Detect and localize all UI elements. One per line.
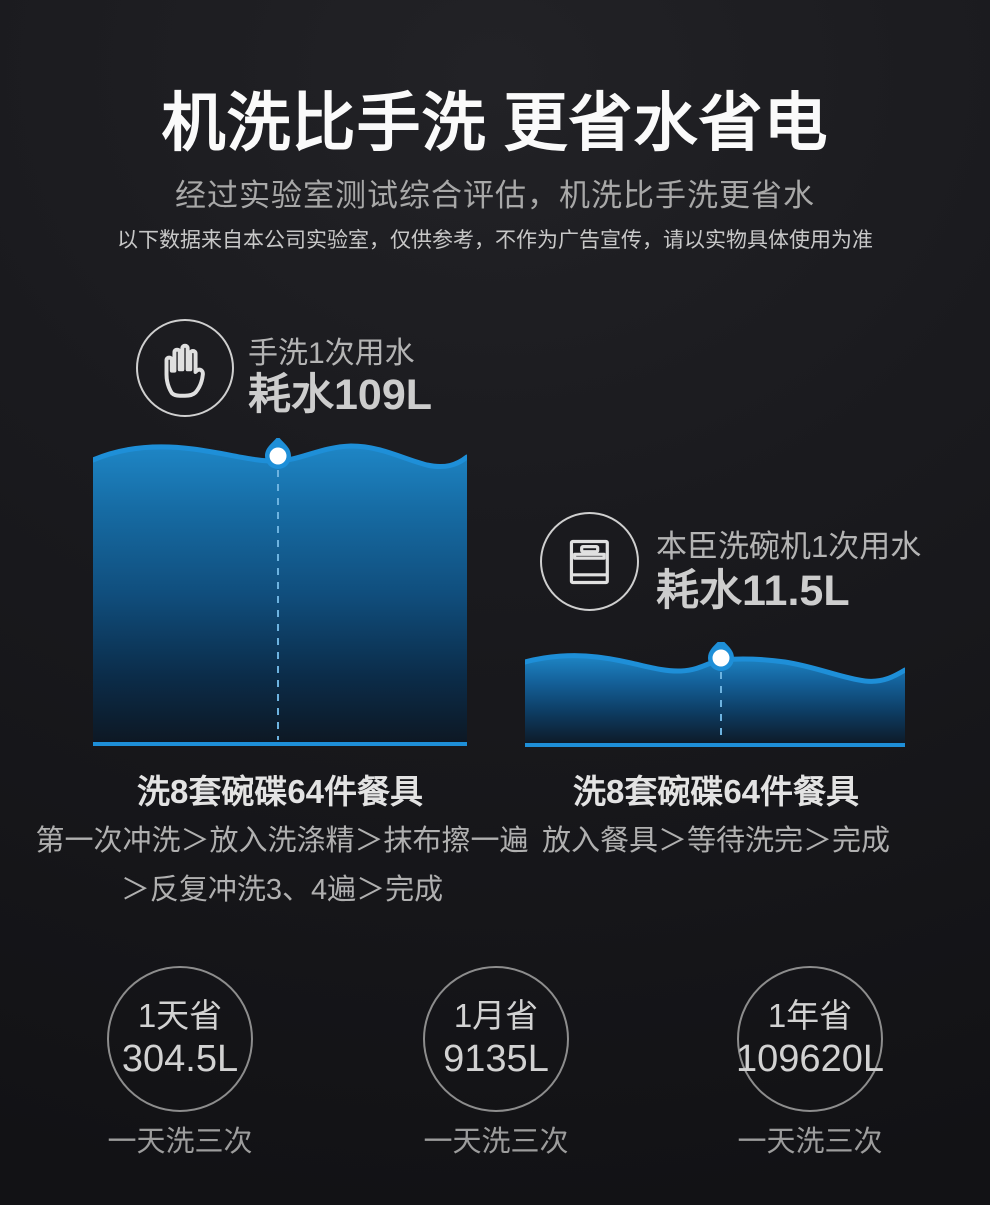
machine-wash-label: 本臣洗碗机1次用水	[656, 529, 922, 564]
savings-period: 1月省	[453, 996, 539, 1034]
savings-circle-day: 1天省 304.5L	[107, 966, 253, 1112]
water-bar-hand-wash	[93, 438, 467, 746]
machine-wash-process-line-1: 放入餐具＞等待洗完＞完成	[541, 825, 891, 857]
savings-note: 一天洗三次	[423, 1126, 569, 1158]
hand-wash-badge	[136, 319, 234, 417]
water-droplet-icon	[265, 438, 291, 469]
hand-wash-label: 手洗1次用水	[248, 337, 415, 370]
machine-wash-value: 耗水11.5L	[656, 567, 850, 615]
savings-circle-month: 1月省 9135L	[423, 966, 569, 1112]
water-bar-machine-wash	[525, 642, 905, 747]
page-subtitle: 经过实验室测试综合评估，机洗比手洗更省水	[175, 178, 815, 213]
hand-wash-caption: 洗8套碗碟64件餐具	[136, 773, 424, 810]
hand-icon	[164, 343, 205, 398]
dishwasher-icon	[569, 539, 609, 584]
savings-period: 1天省	[137, 996, 223, 1034]
savings-note: 一天洗三次	[107, 1126, 253, 1158]
disclaimer-text: 以下数据来自本公司实验室，仅供参考，不作为广告宣传，请以实物具体使用为准	[117, 229, 873, 252]
machine-wash-caption: 洗8套碗碟64件餐具	[572, 773, 860, 810]
savings-amount: 304.5L	[121, 1037, 239, 1080]
savings-period: 1年省	[767, 996, 853, 1034]
savings-amount: 109620L	[736, 1037, 884, 1080]
page-title: 机洗比手洗 更省水省电	[161, 88, 829, 159]
hand-wash-value: 耗水109L	[248, 371, 433, 419]
machine-wash-badge	[540, 512, 639, 611]
water-droplet-icon	[708, 642, 734, 671]
savings-circle-year: 1年省 109620L	[736, 966, 884, 1112]
savings-amount: 9135L	[443, 1037, 549, 1080]
hand-wash-process-line-1: 第一次冲洗＞放入洗涤精＞抹布擦一遍	[35, 825, 529, 857]
savings-note: 一天洗三次	[737, 1126, 883, 1158]
hand-wash-process-line-2: ＞反复冲洗3、4遍＞完成	[120, 874, 444, 906]
